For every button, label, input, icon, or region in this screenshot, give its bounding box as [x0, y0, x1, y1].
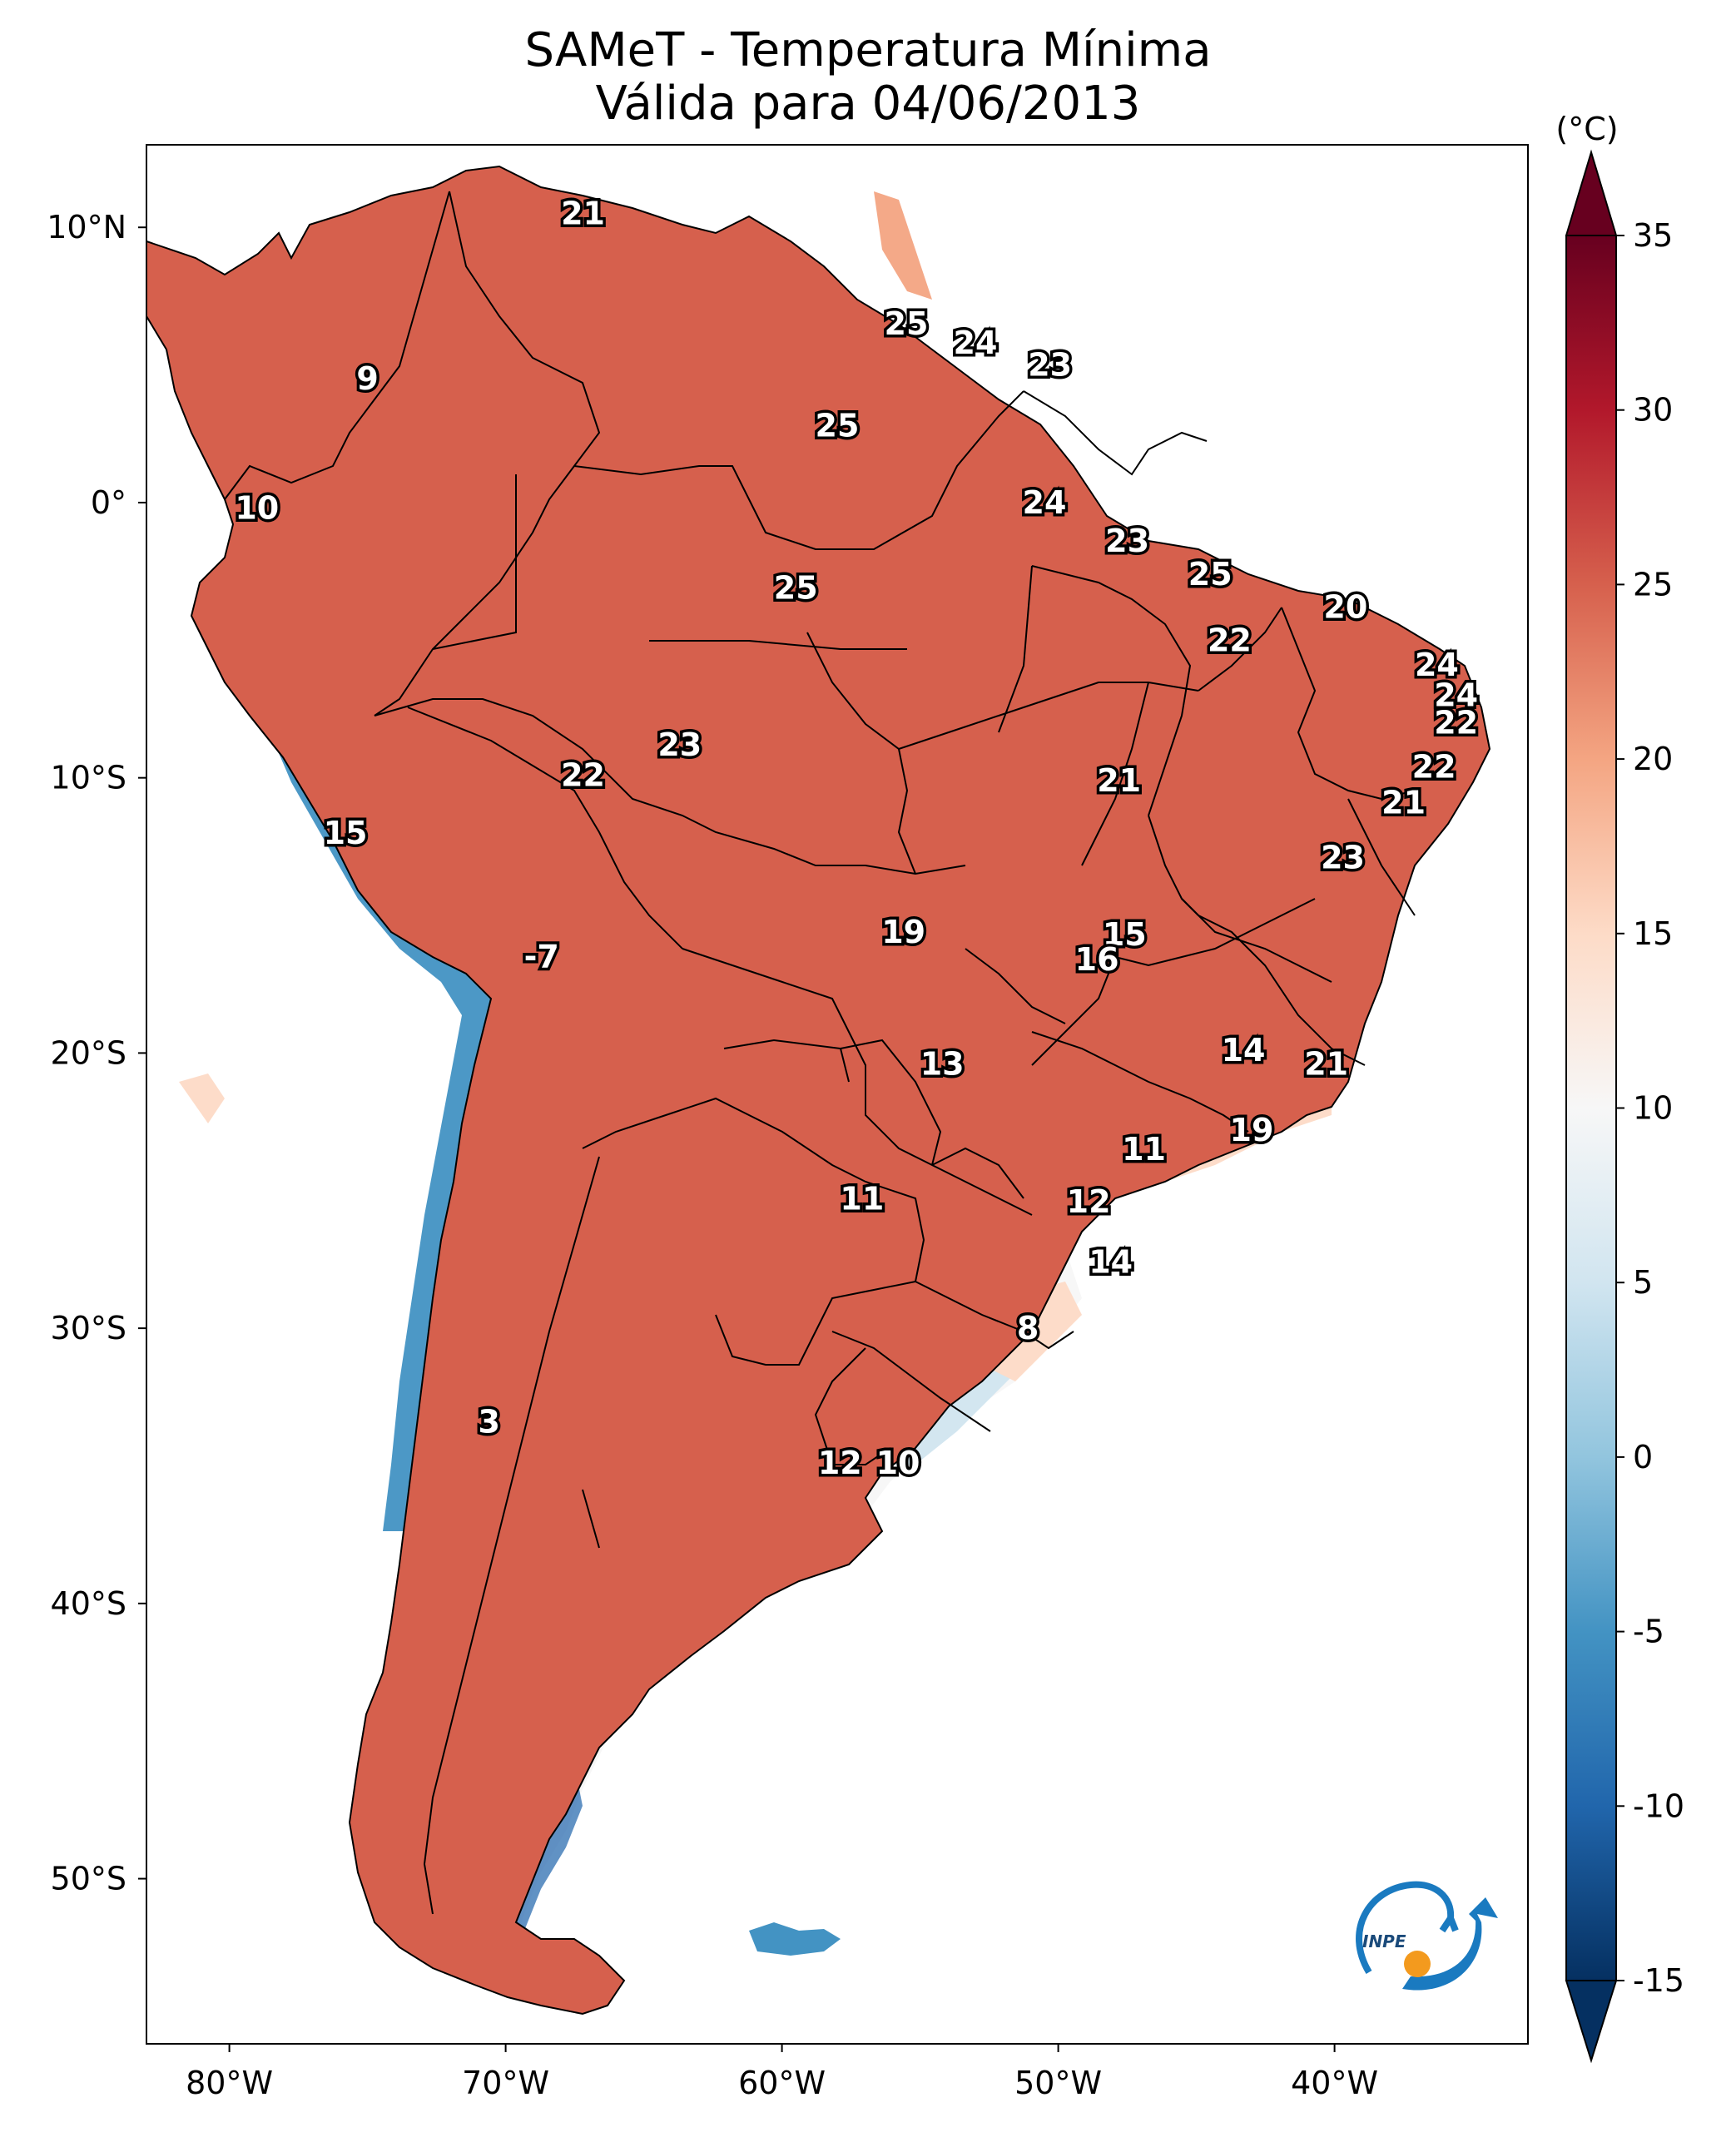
station-value-label: 23: [1028, 347, 1072, 384]
station-value-label: 24: [1023, 484, 1067, 521]
station-value-label: 11: [840, 1181, 884, 1217]
station-value-label: 11: [1122, 1131, 1166, 1168]
station-value-label: 21: [1097, 762, 1141, 799]
station-value-label: 15: [1103, 916, 1147, 953]
station-value-label: 13: [920, 1046, 965, 1083]
x-tick-label: 60°W: [738, 2065, 826, 2101]
y-tick-label: 40°S: [51, 1585, 126, 1622]
station-value-label: 10: [235, 490, 279, 527]
y-tick-label: 50°S: [51, 1861, 126, 1897]
map-title: SAMeT - Temperatura Mínima: [524, 23, 1212, 77]
colorbar-tick-label: 25: [1633, 566, 1673, 602]
colorbar-tick-label: 5: [1633, 1264, 1653, 1301]
station-value-label: 12: [1067, 1183, 1111, 1220]
colorbar-tick-label: 10: [1633, 1090, 1673, 1127]
colorbar-gradient: [1565, 235, 1617, 1981]
y-axis-ticks: 10°N 0° 10°S 20°S 30°S 40°S 50°S: [47, 209, 146, 1897]
station-value-label: 24: [1434, 677, 1478, 713]
colorbar-tick-label: 15: [1633, 915, 1673, 952]
station-value-label: 3: [478, 1404, 499, 1440]
y-tick-label: 0°: [91, 484, 126, 521]
map-plot-area: [146, 145, 1528, 2044]
inpe-logo-text: INPE: [1362, 1931, 1406, 1951]
station-value-label: 23: [1321, 840, 1365, 876]
colorbar-tick-label: -10: [1633, 1788, 1684, 1824]
colorbar-tick-label: -15: [1633, 1962, 1684, 1999]
colorbar-tick-label: 30: [1633, 392, 1673, 429]
station-value-label: 14: [1089, 1244, 1133, 1281]
station-value-label: -7: [524, 939, 559, 975]
station-value-label: 21: [561, 196, 605, 232]
inpe-logo: INPE: [1356, 1881, 1498, 1991]
station-value-label: 21: [1304, 1046, 1348, 1083]
country-borders: [224, 191, 1416, 1915]
colorbar-tick-label: 35: [1633, 217, 1673, 254]
map-subtitle: Válida para 04/06/2013: [595, 77, 1141, 131]
station-value-label: 24: [1415, 647, 1459, 683]
station-value-label: 20: [1323, 589, 1367, 626]
colorbar: (°C) 35 30 25 20 15 10 5 0 -5 -10 -15: [1555, 111, 1684, 2064]
station-value-label: 22: [1434, 705, 1478, 741]
colorbar-tick-label: 20: [1633, 741, 1673, 777]
x-tick-label: 70°W: [462, 2065, 549, 2101]
y-tick-label: 30°S: [51, 1310, 126, 1346]
station-value-label: 22: [1208, 622, 1252, 658]
falkland-islands: [749, 1922, 841, 1956]
station-value-label: 10: [876, 1445, 920, 1481]
x-tick-label: 50°W: [1014, 2065, 1102, 2101]
colorbar-tick-label: 0: [1633, 1439, 1653, 1475]
station-value-label: 9: [356, 360, 378, 397]
station-value-label: 23: [657, 726, 702, 763]
colorbar-tick-label: -5: [1633, 1614, 1664, 1650]
station-value-label: 16: [1075, 941, 1119, 978]
station-value-label: 8: [1017, 1310, 1039, 1346]
station-value-label: 25: [774, 569, 818, 606]
x-axis-ticks: 80°W 70°W 60°W 50°W 40°W: [186, 2044, 1378, 2101]
station-value-label: 21: [1381, 784, 1426, 821]
colorbar-min-arrow: [1565, 1980, 1618, 2064]
plot-frame: [146, 144, 1529, 2045]
station-value-label: 25: [1188, 556, 1233, 593]
station-value-label: 19: [1230, 1112, 1274, 1148]
station-value-label: 22: [561, 756, 605, 793]
x-tick-label: 40°W: [1291, 2065, 1378, 2101]
station-value-label: 25: [816, 407, 860, 444]
y-tick-label: 10°N: [47, 209, 126, 245]
station-value-label: 14: [1222, 1032, 1266, 1069]
colorbar-unit: (°C): [1555, 111, 1618, 147]
station-value-label: 19: [881, 914, 925, 950]
x-tick-label: 80°W: [186, 2065, 273, 2101]
station-value-label: 24: [954, 325, 998, 361]
station-value-label: 15: [324, 815, 368, 851]
y-tick-label: 20°S: [51, 1034, 126, 1071]
colorbar-max-arrow: [1565, 149, 1618, 236]
station-value-label: 25: [885, 305, 929, 342]
station-value-label: 12: [818, 1445, 862, 1481]
y-tick-label: 10°S: [51, 760, 126, 796]
station-value-label: 22: [1412, 748, 1456, 785]
station-value-label: 23: [1105, 523, 1149, 559]
colorbar-ticks: 35 30 25 20 15 10 5 0 -5 -10 -15: [1616, 217, 1684, 1999]
